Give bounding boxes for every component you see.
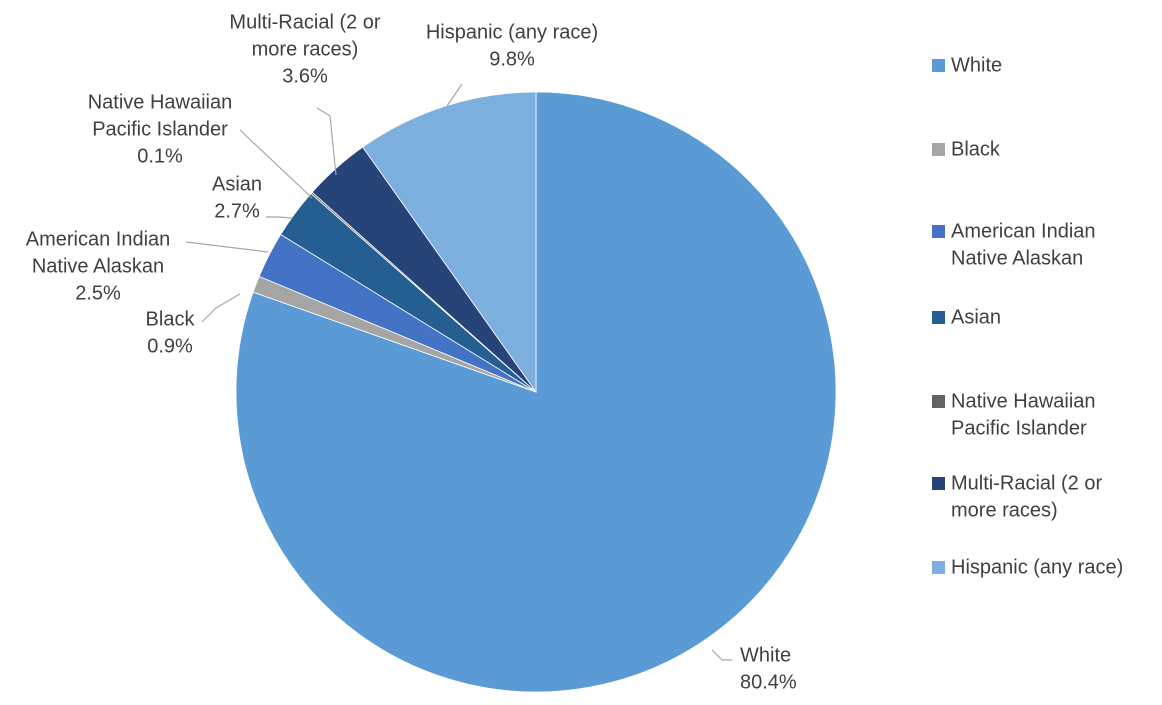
leader-line-multi-racial-2-or-more-races [316, 107, 337, 176]
data-label-category-native-hawaiian-pacific-islander: Pacific Islander [92, 118, 228, 140]
data-label-value-black: 0.9% [147, 335, 193, 357]
legend-label-white: White [951, 54, 1002, 76]
legend-swatch-black [932, 143, 945, 156]
data-labels: White 80.4% Black 0.9% American Indian Native… [26, 11, 797, 693]
data-label-value-hispanic-any-race: 9.8% [489, 48, 535, 70]
data-label-category-american-indian-native-alaskan: American Indian [26, 228, 171, 250]
legend-swatch-white [932, 59, 945, 72]
data-label-category-black: Black [146, 308, 196, 330]
legend-swatch-multi-racial-2-or-more-races [932, 477, 945, 490]
legend-label-black: Black [951, 138, 1001, 160]
data-label-category-white: White [740, 644, 791, 666]
data-label-value-white: 80.4% [740, 671, 797, 693]
data-label-category-multi-racial-2-or-more-races: Multi-Racial (2 or [229, 11, 380, 33]
legend-label-native-hawaiian-pacific-islander: Pacific Islander [951, 417, 1087, 439]
data-label-value-multi-racial-2-or-more-races: 3.6% [282, 65, 328, 87]
legend-swatch-native-hawaiian-pacific-islander [932, 395, 945, 408]
legend-label-asian: Asian [951, 306, 1001, 328]
legend-swatch-hispanic-any-race [932, 561, 945, 574]
leader-line-black [201, 293, 241, 323]
leader-line-american-indian-native-alaskan [185, 241, 269, 253]
leader-line-asian [266, 216, 293, 219]
data-label-category-multi-racial-2-or-more-races: more races) [252, 38, 359, 60]
data-label-category-asian: Asian [212, 173, 262, 195]
leader-line-native-hawaiian-pacific-islander [239, 129, 313, 199]
leader-lines [185, 83, 732, 661]
leader-line-hispanic-any-race [446, 83, 463, 107]
legend-label-hispanic-any-race: Hispanic (any race) [951, 556, 1123, 578]
legend: White Black American Indian Native Alaskan A… [932, 54, 1123, 578]
pie-slices [235, 91, 837, 693]
pie-slice-white [235, 91, 837, 693]
legend-swatch-american-indian-native-alaskan [932, 225, 945, 238]
data-label-value-native-hawaiian-pacific-islander: 0.1% [137, 145, 183, 167]
legend-label-native-hawaiian-pacific-islander: Native Hawaiian [951, 390, 1096, 412]
legend-label-american-indian-native-alaskan: American Indian [951, 220, 1096, 242]
data-label-category-hispanic-any-race: Hispanic (any race) [426, 21, 598, 43]
data-label-value-american-indian-native-alaskan: 2.5% [75, 282, 121, 304]
pie-slice-hispanic-any-race [362, 91, 537, 394]
legend-label-multi-racial-2-or-more-races: Multi-Racial (2 or [951, 472, 1102, 494]
legend-swatch-asian [932, 311, 945, 324]
data-label-value-asian: 2.7% [214, 200, 260, 222]
data-label-category-native-hawaiian-pacific-islander: Native Hawaiian [88, 91, 233, 113]
legend-label-multi-racial-2-or-more-races: more races) [951, 499, 1058, 521]
data-label-category-american-indian-native-alaskan: Native Alaskan [32, 255, 164, 277]
leader-line-white [711, 649, 732, 661]
legend-label-american-indian-native-alaskan: Native Alaskan [951, 247, 1083, 269]
